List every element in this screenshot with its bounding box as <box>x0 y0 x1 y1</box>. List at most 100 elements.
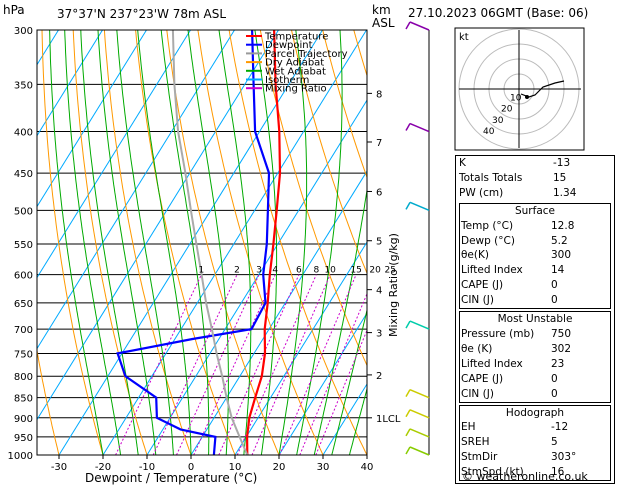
mixing-ratio-label: 6 <box>296 266 302 276</box>
surface-row: CIN (J) 0 <box>460 293 610 308</box>
dry-adiabat-line <box>41 30 104 455</box>
mixing-ratio-line <box>176 274 260 455</box>
wet-adiabat-line <box>254 30 278 455</box>
hodograph-value: 5 <box>551 436 558 449</box>
index-label: PW (cm) <box>459 186 504 199</box>
surface-label: CAPE (J) <box>461 279 504 292</box>
indices-rows: K -13 Totals Totals 15 PW (cm) 1.34 <box>456 156 614 201</box>
km-tick-label: 2 <box>376 371 382 382</box>
surface-rows: Temp (°C) 12.8 Dewp (°C) 5.2 θe(K) 300 Lifted … <box>460 219 610 308</box>
km-axis: 8 7 6 5 4 3 2 1LCL <box>366 30 401 455</box>
profile-temperature <box>245 30 282 455</box>
wet-adiabat-line <box>218 30 252 455</box>
hodograph-ring-label: 20 <box>501 105 513 115</box>
pressure-tick-label: 300 <box>14 26 33 37</box>
surface-row: CAPE (J) 0 <box>460 278 610 293</box>
wet-adiabat-line <box>348 387 367 455</box>
hodograph-ring-label: 10 <box>510 93 522 103</box>
index-row: Totals Totals 15 <box>456 171 614 186</box>
hodograph-row: EH -12 <box>460 420 610 435</box>
datetime-label: 27.10.2023 06GMT (Base: 06) <box>408 6 589 20</box>
wind-barb <box>409 320 430 330</box>
index-label: Totals Totals <box>459 171 523 184</box>
km-tick-label: 7 <box>376 138 382 149</box>
index-value: -13 <box>553 157 571 169</box>
most-unstable-title: Most Unstable <box>497 313 573 326</box>
most-unstable-row: CIN (J) 0 <box>460 387 610 402</box>
pressure-tick-label: 1000 <box>8 451 33 462</box>
index-value: 15 <box>553 171 567 184</box>
wet-adiabat-line <box>97 30 157 455</box>
surface-label: Lifted Index <box>461 264 523 277</box>
most-unstable-row: CAPE (J) 0 <box>460 372 610 387</box>
pressure-tick-label: 800 <box>14 372 33 383</box>
most-unstable-row: Lifted Index 23 <box>460 357 610 372</box>
isotherm-line <box>37 30 103 137</box>
wind-barb <box>409 446 430 456</box>
wind-barb <box>409 388 430 399</box>
mixing-ratio-label: 3 <box>256 266 262 276</box>
storm-motion-marker <box>525 95 529 99</box>
most-unstable-value: 0 <box>551 387 558 400</box>
pressure-tick-label: 650 <box>14 299 33 310</box>
dry-adiabat-line <box>72 30 148 455</box>
surface-value: 12.8 <box>551 219 575 232</box>
chart-curves <box>116 30 282 455</box>
temp-tick-label: 10 <box>229 462 242 473</box>
indices-panel: K -13 Totals Totals 15 PW (cm) 1.34 Surface T… <box>455 155 615 485</box>
mixing-ratio-line <box>315 329 367 455</box>
pressure-tick-label: 500 <box>14 206 33 217</box>
most-unstable-row: Pressure (mb) 750 <box>460 327 610 342</box>
surface-row: θe(K) 300 <box>460 248 610 263</box>
wind-barb-feather <box>405 428 411 437</box>
wind-barb-feather <box>405 320 411 329</box>
wet-adiabat-line <box>278 30 308 455</box>
surface-value: 14 <box>551 264 565 277</box>
legend-label: Wet Adiabat <box>265 66 326 77</box>
surface-row: Lifted Index 14 <box>460 263 610 278</box>
most-unstable-section: Most Unstable Pressure (mb) 750 θe (K) 302 L… <box>459 311 611 403</box>
pressure-tick-label: 600 <box>14 271 33 282</box>
chart-grid <box>37 30 367 455</box>
wet-adiabat-line <box>331 308 367 455</box>
wind-barb <box>409 409 430 419</box>
km-unit-label: km <box>372 3 391 17</box>
temp-tick-label: 30 <box>317 462 330 473</box>
most-unstable-label: θe (K) <box>461 342 493 355</box>
hodograph-ring-label: 30 <box>492 116 504 126</box>
hodograph-value: 303° <box>551 451 577 464</box>
hodograph-label: StmSpd (kt) <box>461 466 524 479</box>
index-row: PW (cm) 1.34 <box>456 186 614 201</box>
wind-barb <box>409 122 430 133</box>
dry-adiabat-line <box>135 30 236 455</box>
temp-tick-label: 0 <box>188 462 194 473</box>
hodograph-row: StmDir 303° <box>460 450 610 465</box>
mixing-ratio-line <box>251 274 331 455</box>
dry-adiabat-line <box>322 30 367 179</box>
wind-barb <box>409 21 430 31</box>
mixing-ratio-label: 1 <box>198 266 204 276</box>
dry-adiabat-line <box>37 348 60 455</box>
temp-tick-label: 40 <box>361 462 374 473</box>
hodograph-rows: EH -12 SREH 5 StmDir 303° StmSpd (kt) 16 <box>460 420 610 480</box>
surface-label: CIN (J) <box>461 294 494 307</box>
km-tick-label: 6 <box>376 187 382 198</box>
dry-adiabat-line <box>103 30 192 455</box>
isotherm-line <box>58 30 323 455</box>
dry-adiabat-line <box>228 30 367 455</box>
pressure-tick-label: 850 <box>14 394 33 405</box>
hodograph-section: Hodograph EH -12 SREH 5 StmDir 303° StmSpd (kt… <box>459 404 611 482</box>
temp-tick-label: -10 <box>139 462 155 473</box>
mixing-ratio-label: 20 <box>369 266 381 276</box>
hodograph-value: 16 <box>551 466 565 479</box>
pressure-tick-label: 950 <box>14 433 33 444</box>
pressure-tick-label: 450 <box>14 169 33 180</box>
surface-section: Surface Temp (°C) 12.8 Dewp (°C) 5.2 θe(K) 30… <box>459 202 611 310</box>
most-unstable-value: 302 <box>551 342 572 355</box>
temp-tick-label: 20 <box>273 462 286 473</box>
mixing-ratio-label: 10 <box>324 266 336 276</box>
km-tick-label: 3 <box>376 329 382 340</box>
mixing-ratio-line <box>236 274 317 455</box>
